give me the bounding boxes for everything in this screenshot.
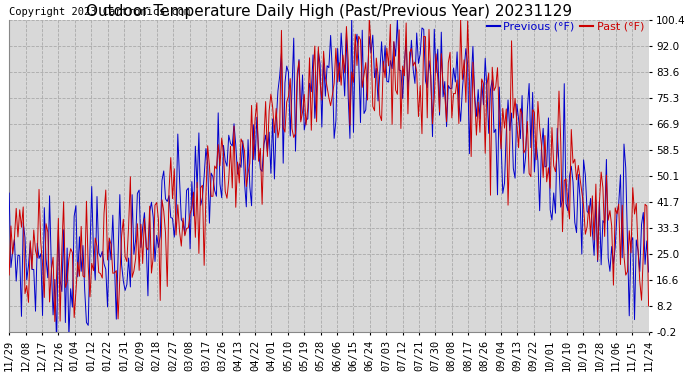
- Legend: Previous (°F), Past (°F): Previous (°F), Past (°F): [482, 17, 649, 36]
- Text: Copyright 2023 Cartronics.com: Copyright 2023 Cartronics.com: [9, 7, 190, 17]
- Title: Outdoor Temperature Daily High (Past/Previous Year) 20231129: Outdoor Temperature Daily High (Past/Pre…: [86, 4, 572, 19]
